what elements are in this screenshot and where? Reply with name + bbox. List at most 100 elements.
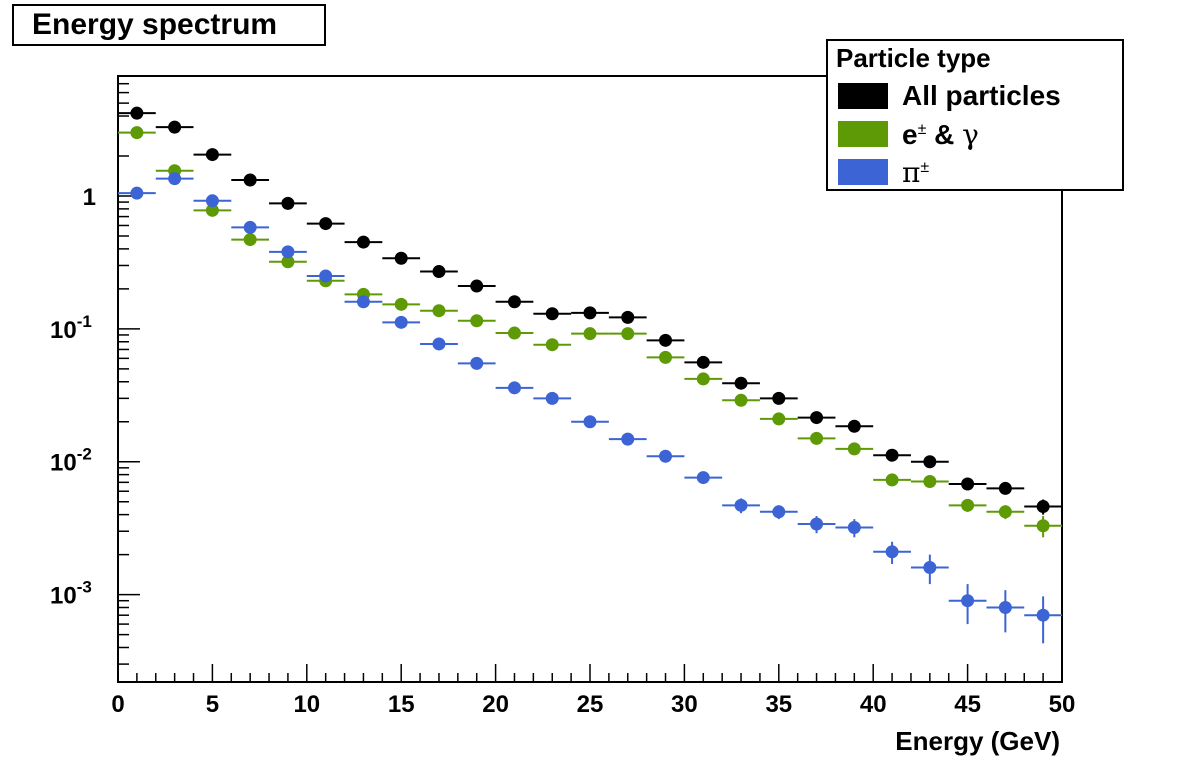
legend-label-pi-sup: ± xyxy=(920,158,930,176)
x-tick-label: 30 xyxy=(671,691,698,718)
legend-entry-pions: π± xyxy=(838,156,929,189)
y-tick-label: 10-2 xyxy=(50,445,92,477)
y-tick-label: 1 xyxy=(83,184,96,211)
data-point xyxy=(130,126,144,140)
data-point xyxy=(885,448,899,462)
y-axis-tick-labels: 1 10-1 10-2 10-3 xyxy=(50,184,96,610)
data-point xyxy=(168,172,182,186)
x-tick-label: 50 xyxy=(1049,691,1076,718)
data-point xyxy=(810,431,824,445)
x-tick-label: 45 xyxy=(954,691,981,718)
data-point xyxy=(130,186,144,200)
data-point xyxy=(243,220,257,234)
data-point xyxy=(394,297,408,311)
series-layer xyxy=(118,106,1062,644)
data-point xyxy=(734,376,748,390)
data-point xyxy=(621,310,635,324)
data-point xyxy=(545,338,559,352)
data-point xyxy=(583,327,597,341)
data-point xyxy=(432,304,446,318)
data-point xyxy=(507,295,521,309)
data-point xyxy=(583,306,597,320)
legend-swatch-all-particles xyxy=(838,83,888,109)
data-point xyxy=(847,442,861,456)
legend-label-pi: π xyxy=(902,155,921,189)
x-tick-label: 40 xyxy=(860,691,887,718)
data-point xyxy=(470,279,484,293)
x-tick-label: 5 xyxy=(206,691,219,718)
data-point xyxy=(659,333,673,347)
data-point xyxy=(470,314,484,328)
data-point xyxy=(961,594,975,608)
data-point xyxy=(961,498,975,512)
legend-label-all-particles: All particles xyxy=(902,80,1061,111)
data-point xyxy=(470,356,484,370)
data-point xyxy=(696,372,710,386)
data-point xyxy=(356,235,370,249)
data-point xyxy=(130,106,144,120)
data-point xyxy=(281,196,295,210)
data-point xyxy=(583,415,597,429)
data-point xyxy=(432,337,446,351)
x-axis-ticks xyxy=(117,664,1063,682)
data-point xyxy=(621,327,635,341)
data-point xyxy=(734,498,748,512)
data-point xyxy=(394,251,408,265)
legend-label-e: e xyxy=(902,118,918,150)
legend-title: Particle type xyxy=(836,43,991,73)
y-tick-label: 10-3 xyxy=(50,578,92,610)
data-point xyxy=(1036,608,1050,622)
data-point xyxy=(998,481,1012,495)
data-point xyxy=(168,120,182,134)
data-point xyxy=(621,432,635,446)
legend-label-pions: π± xyxy=(902,156,929,189)
legend-swatch-electrons-photons xyxy=(838,121,888,147)
data-point xyxy=(432,265,446,279)
data-point xyxy=(923,455,937,469)
data-point xyxy=(847,419,861,433)
series-1 xyxy=(118,126,1062,538)
data-point xyxy=(659,449,673,463)
data-point xyxy=(696,355,710,369)
data-point xyxy=(734,393,748,407)
data-point xyxy=(1036,500,1050,514)
data-point xyxy=(1036,519,1050,533)
legend-entry-all-particles: All particles xyxy=(838,80,1061,111)
y-tick-label: 10-1 xyxy=(50,312,92,344)
data-point xyxy=(356,295,370,309)
data-point xyxy=(885,473,899,487)
data-point xyxy=(319,269,333,283)
data-point xyxy=(205,203,219,217)
x-tick-label: 0 xyxy=(111,691,124,718)
data-point xyxy=(923,561,937,575)
legend-label-e-sup: ± xyxy=(917,120,927,138)
data-point xyxy=(885,545,899,559)
x-axis-tick-labels: 0 5 10 15 20 25 30 35 40 45 50 xyxy=(111,691,1075,718)
data-point xyxy=(772,391,786,405)
legend-label-gamma: γ xyxy=(962,117,979,151)
x-tick-label: 10 xyxy=(293,691,320,718)
data-point xyxy=(772,412,786,426)
data-point xyxy=(810,517,824,531)
chart-title: Energy spectrum xyxy=(12,4,326,46)
data-point xyxy=(319,217,333,231)
data-point xyxy=(281,245,295,259)
data-point xyxy=(696,471,710,485)
data-point xyxy=(923,475,937,489)
data-point xyxy=(243,233,257,247)
x-tick-label: 35 xyxy=(765,691,792,718)
data-point xyxy=(545,391,559,405)
data-point xyxy=(961,477,975,491)
data-point xyxy=(394,315,408,329)
data-point xyxy=(205,194,219,208)
series-0 xyxy=(118,106,1062,515)
x-tick-label: 15 xyxy=(388,691,415,718)
legend-entry-electrons-photons: e± & γ xyxy=(838,117,979,151)
series-2 xyxy=(118,172,1062,644)
data-point xyxy=(998,601,1012,615)
x-tick-label: 25 xyxy=(577,691,604,718)
x-axis-title: Energy (GeV) xyxy=(895,726,1060,756)
data-point xyxy=(243,173,257,187)
legend-swatch-pions xyxy=(838,159,888,185)
